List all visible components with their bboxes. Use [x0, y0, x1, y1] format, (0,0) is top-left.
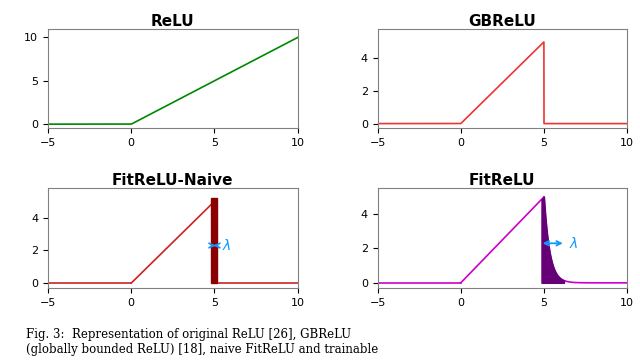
- Text: $\lambda$: $\lambda$: [223, 238, 232, 253]
- Title: FitReLU-Naive: FitReLU-Naive: [112, 173, 234, 188]
- Title: GBReLU: GBReLU: [468, 14, 536, 29]
- Polygon shape: [211, 198, 218, 283]
- Text: $\lambda$: $\lambda$: [569, 236, 579, 251]
- Title: FitReLU: FitReLU: [469, 173, 536, 188]
- Title: ReLU: ReLU: [151, 14, 195, 29]
- Text: Fig. 3:  Representation of original ReLU [26], GBReLU
(globally bounded ReLU) [1: Fig. 3: Representation of original ReLU …: [26, 328, 378, 356]
